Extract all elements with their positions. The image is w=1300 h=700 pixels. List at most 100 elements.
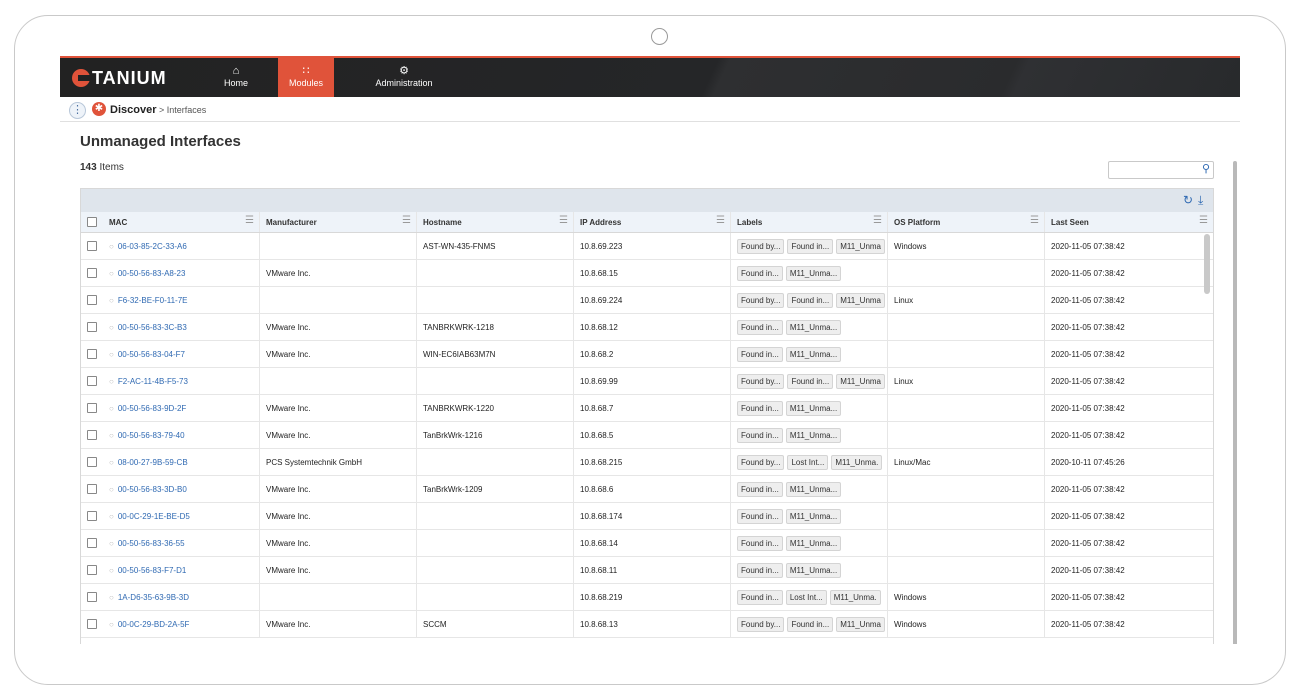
label-tag[interactable]: Found in... (787, 373, 834, 389)
label-tag[interactable]: Found in... (737, 400, 783, 416)
label-tag[interactable]: M11_Unma (836, 373, 886, 389)
mac-link[interactable]: 00-50-56-83-36-55 (117, 538, 185, 548)
mac-link[interactable]: 00-50-56-83-04-F7 (117, 349, 185, 359)
label-tag[interactable]: Found in... (737, 319, 783, 335)
label-tag[interactable]: M11_Unma... (785, 481, 842, 497)
column-header-mac[interactable]: MAC ☰ (103, 212, 260, 232)
label-tag[interactable]: Found in... (737, 535, 783, 551)
table-row[interactable]: ○ 00-50-56-83-79-40 VMware Inc. TanBrkWrk-1… (81, 422, 1213, 449)
row-checkbox[interactable] (87, 430, 97, 440)
label-tag[interactable]: Found in... (737, 481, 783, 497)
label-tag[interactable]: M11_Unma (836, 292, 886, 308)
table-row[interactable]: ○ 00-0C-29-BD-2A-5F VMware Inc. SCCM 10.8.68… (81, 611, 1213, 638)
row-checkbox[interactable] (87, 511, 97, 521)
column-header-labels[interactable]: Labels ☰ (731, 212, 888, 232)
row-checkbox[interactable] (87, 295, 97, 305)
table-row[interactable]: ○ 1A-D6-35-63-9B-3D 10.8.68.219 Found in...… (81, 584, 1213, 611)
label-tag[interactable]: M11_Unma... (785, 508, 842, 524)
label-tag[interactable]: Found by... (737, 373, 785, 389)
column-menu-icon[interactable]: ☰ (559, 215, 568, 226)
label-tag[interactable]: M11_Unma. (829, 589, 881, 605)
refresh-icon[interactable]: ↻ (1183, 193, 1194, 207)
label-tag[interactable]: Found in... (737, 508, 783, 524)
row-checkbox[interactable] (87, 241, 97, 251)
table-row[interactable]: ○ 00-50-56-83-9D-2F VMware Inc. TANBRKWRK-1… (81, 395, 1213, 422)
row-checkbox[interactable] (87, 349, 97, 359)
mac-link[interactable]: 06-03-85-2C-33-A6 (117, 241, 187, 251)
row-checkbox[interactable] (87, 484, 97, 494)
mac-link[interactable]: 00-0C-29-BD-2A-5F (117, 619, 190, 629)
column-menu-icon[interactable]: ☰ (716, 215, 725, 226)
select-all-checkbox[interactable] (87, 217, 97, 227)
table-row[interactable]: ○ 08-00-27-9B-59-CB PCS Systemtechnik GmbH… (81, 449, 1213, 476)
search-input[interactable] (1109, 165, 1195, 179)
mac-link[interactable]: 00-50-56-83-3D-B0 (117, 484, 187, 494)
label-tag[interactable]: Found in... (737, 346, 783, 362)
label-tag[interactable]: M11_Unma (836, 238, 886, 254)
table-row[interactable]: ○ F6-32-BE-F0-11-7E 10.8.69.224 Found by...… (81, 287, 1213, 314)
mac-link[interactable]: 1A-D6-35-63-9B-3D (117, 592, 189, 602)
mac-link[interactable]: 00-50-56-83-F7-D1 (117, 565, 187, 575)
column-menu-icon[interactable]: ☰ (402, 215, 411, 226)
mac-link[interactable]: 00-50-56-83-9D-2F (117, 403, 187, 413)
breadcrumb-module[interactable]: Discover (110, 104, 157, 116)
row-checkbox[interactable] (87, 592, 97, 602)
column-header-hostname[interactable]: Hostname ☰ (417, 212, 574, 232)
mac-link[interactable]: F2-AC-11-4B-F5-73 (117, 376, 188, 386)
mac-link[interactable]: 00-0C-29-1E-BE-D5 (117, 511, 190, 521)
nav-modules[interactable]: ∷ Modules (278, 58, 334, 97)
label-tag[interactable]: Found in... (737, 427, 783, 443)
more-options-icon[interactable]: ⋮ (69, 102, 86, 119)
label-tag[interactable]: Found by... (737, 238, 785, 254)
row-checkbox[interactable] (87, 565, 97, 575)
label-tag[interactable]: M11_Unma... (785, 427, 842, 443)
label-tag[interactable]: Found in... (787, 238, 834, 254)
row-checkbox[interactable] (87, 403, 97, 413)
search-icon[interactable]: ⚲ (1201, 163, 1210, 175)
column-menu-icon[interactable]: ☰ (1030, 215, 1039, 226)
mac-link[interactable]: 00-50-56-83-79-40 (117, 430, 185, 440)
label-tag[interactable]: Found in... (737, 265, 783, 281)
table-row[interactable]: ○ 00-50-56-83-3D-B0 VMware Inc. TanBrkWrk-1… (81, 476, 1213, 503)
column-menu-icon[interactable]: ☰ (245, 215, 254, 226)
label-tag[interactable]: M11_Unma... (785, 400, 842, 416)
table-row[interactable]: ○ F2-AC-11-4B-F5-73 10.8.69.99 Found by... F… (81, 368, 1213, 395)
download-icon[interactable]: ⤓ (1198, 193, 1204, 207)
column-header-last-seen[interactable]: Last Seen ☰ (1045, 212, 1213, 232)
label-tag[interactable]: Found in... (737, 589, 783, 605)
table-row[interactable]: ○ 00-50-56-83-F7-D1 VMware Inc. 10.8.68.11 F… (81, 557, 1213, 584)
nav-administration[interactable]: ⚙ Administration (374, 58, 434, 97)
row-checkbox[interactable] (87, 538, 97, 548)
mac-link[interactable]: 08-00-27-9B-59-CB (117, 457, 188, 467)
label-tag[interactable]: Found in... (787, 292, 834, 308)
row-checkbox[interactable] (87, 322, 97, 332)
row-checkbox[interactable] (87, 619, 97, 629)
column-header-os-platform[interactable]: OS Platform ☰ (888, 212, 1045, 232)
label-tag[interactable]: Found by... (737, 616, 785, 632)
column-menu-icon[interactable]: ☰ (873, 215, 882, 226)
label-tag[interactable]: Found by... (737, 292, 785, 308)
mac-link[interactable]: 00-50-56-83-3C-B3 (117, 322, 187, 332)
row-checkbox[interactable] (87, 268, 97, 278)
label-tag[interactable]: M11_Unma... (785, 346, 842, 362)
label-tag[interactable]: Found by... (737, 454, 785, 470)
tanium-logo[interactable]: TANIUM (72, 66, 167, 90)
table-scrollbar[interactable] (1204, 234, 1210, 294)
table-row[interactable]: ○ 00-50-56-83-36-55 VMware Inc. 10.8.68.14 F… (81, 530, 1213, 557)
label-tag[interactable]: Lost Int... (787, 454, 829, 470)
row-checkbox[interactable] (87, 376, 97, 386)
mac-link[interactable]: F6-32-BE-F0-11-7E (117, 295, 188, 305)
label-tag[interactable]: Found in... (737, 562, 783, 578)
table-row[interactable]: ○ 00-50-56-83-A8-23 VMware Inc. 10.8.68.15 F… (81, 260, 1213, 287)
nav-home[interactable]: ⌂ Home (208, 58, 264, 97)
table-row[interactable]: ○ 00-0C-29-1E-BE-D5 VMware Inc. 10.8.68.174… (81, 503, 1213, 530)
label-tag[interactable]: M11_Unma... (785, 535, 842, 551)
table-row[interactable]: ○ 00-50-56-83-04-F7 VMware Inc. WIN-EC6IAB6… (81, 341, 1213, 368)
label-tag[interactable]: M11_Unma... (785, 562, 842, 578)
row-checkbox[interactable] (87, 457, 97, 467)
label-tag[interactable]: M11_Unma... (785, 319, 842, 335)
column-header-ip-address[interactable]: IP Address ☰ (574, 212, 731, 232)
label-tag[interactable]: M11_Unma (836, 616, 886, 632)
mac-link[interactable]: 00-50-56-83-A8-23 (117, 268, 186, 278)
label-tag[interactable]: Lost Int... (785, 589, 827, 605)
